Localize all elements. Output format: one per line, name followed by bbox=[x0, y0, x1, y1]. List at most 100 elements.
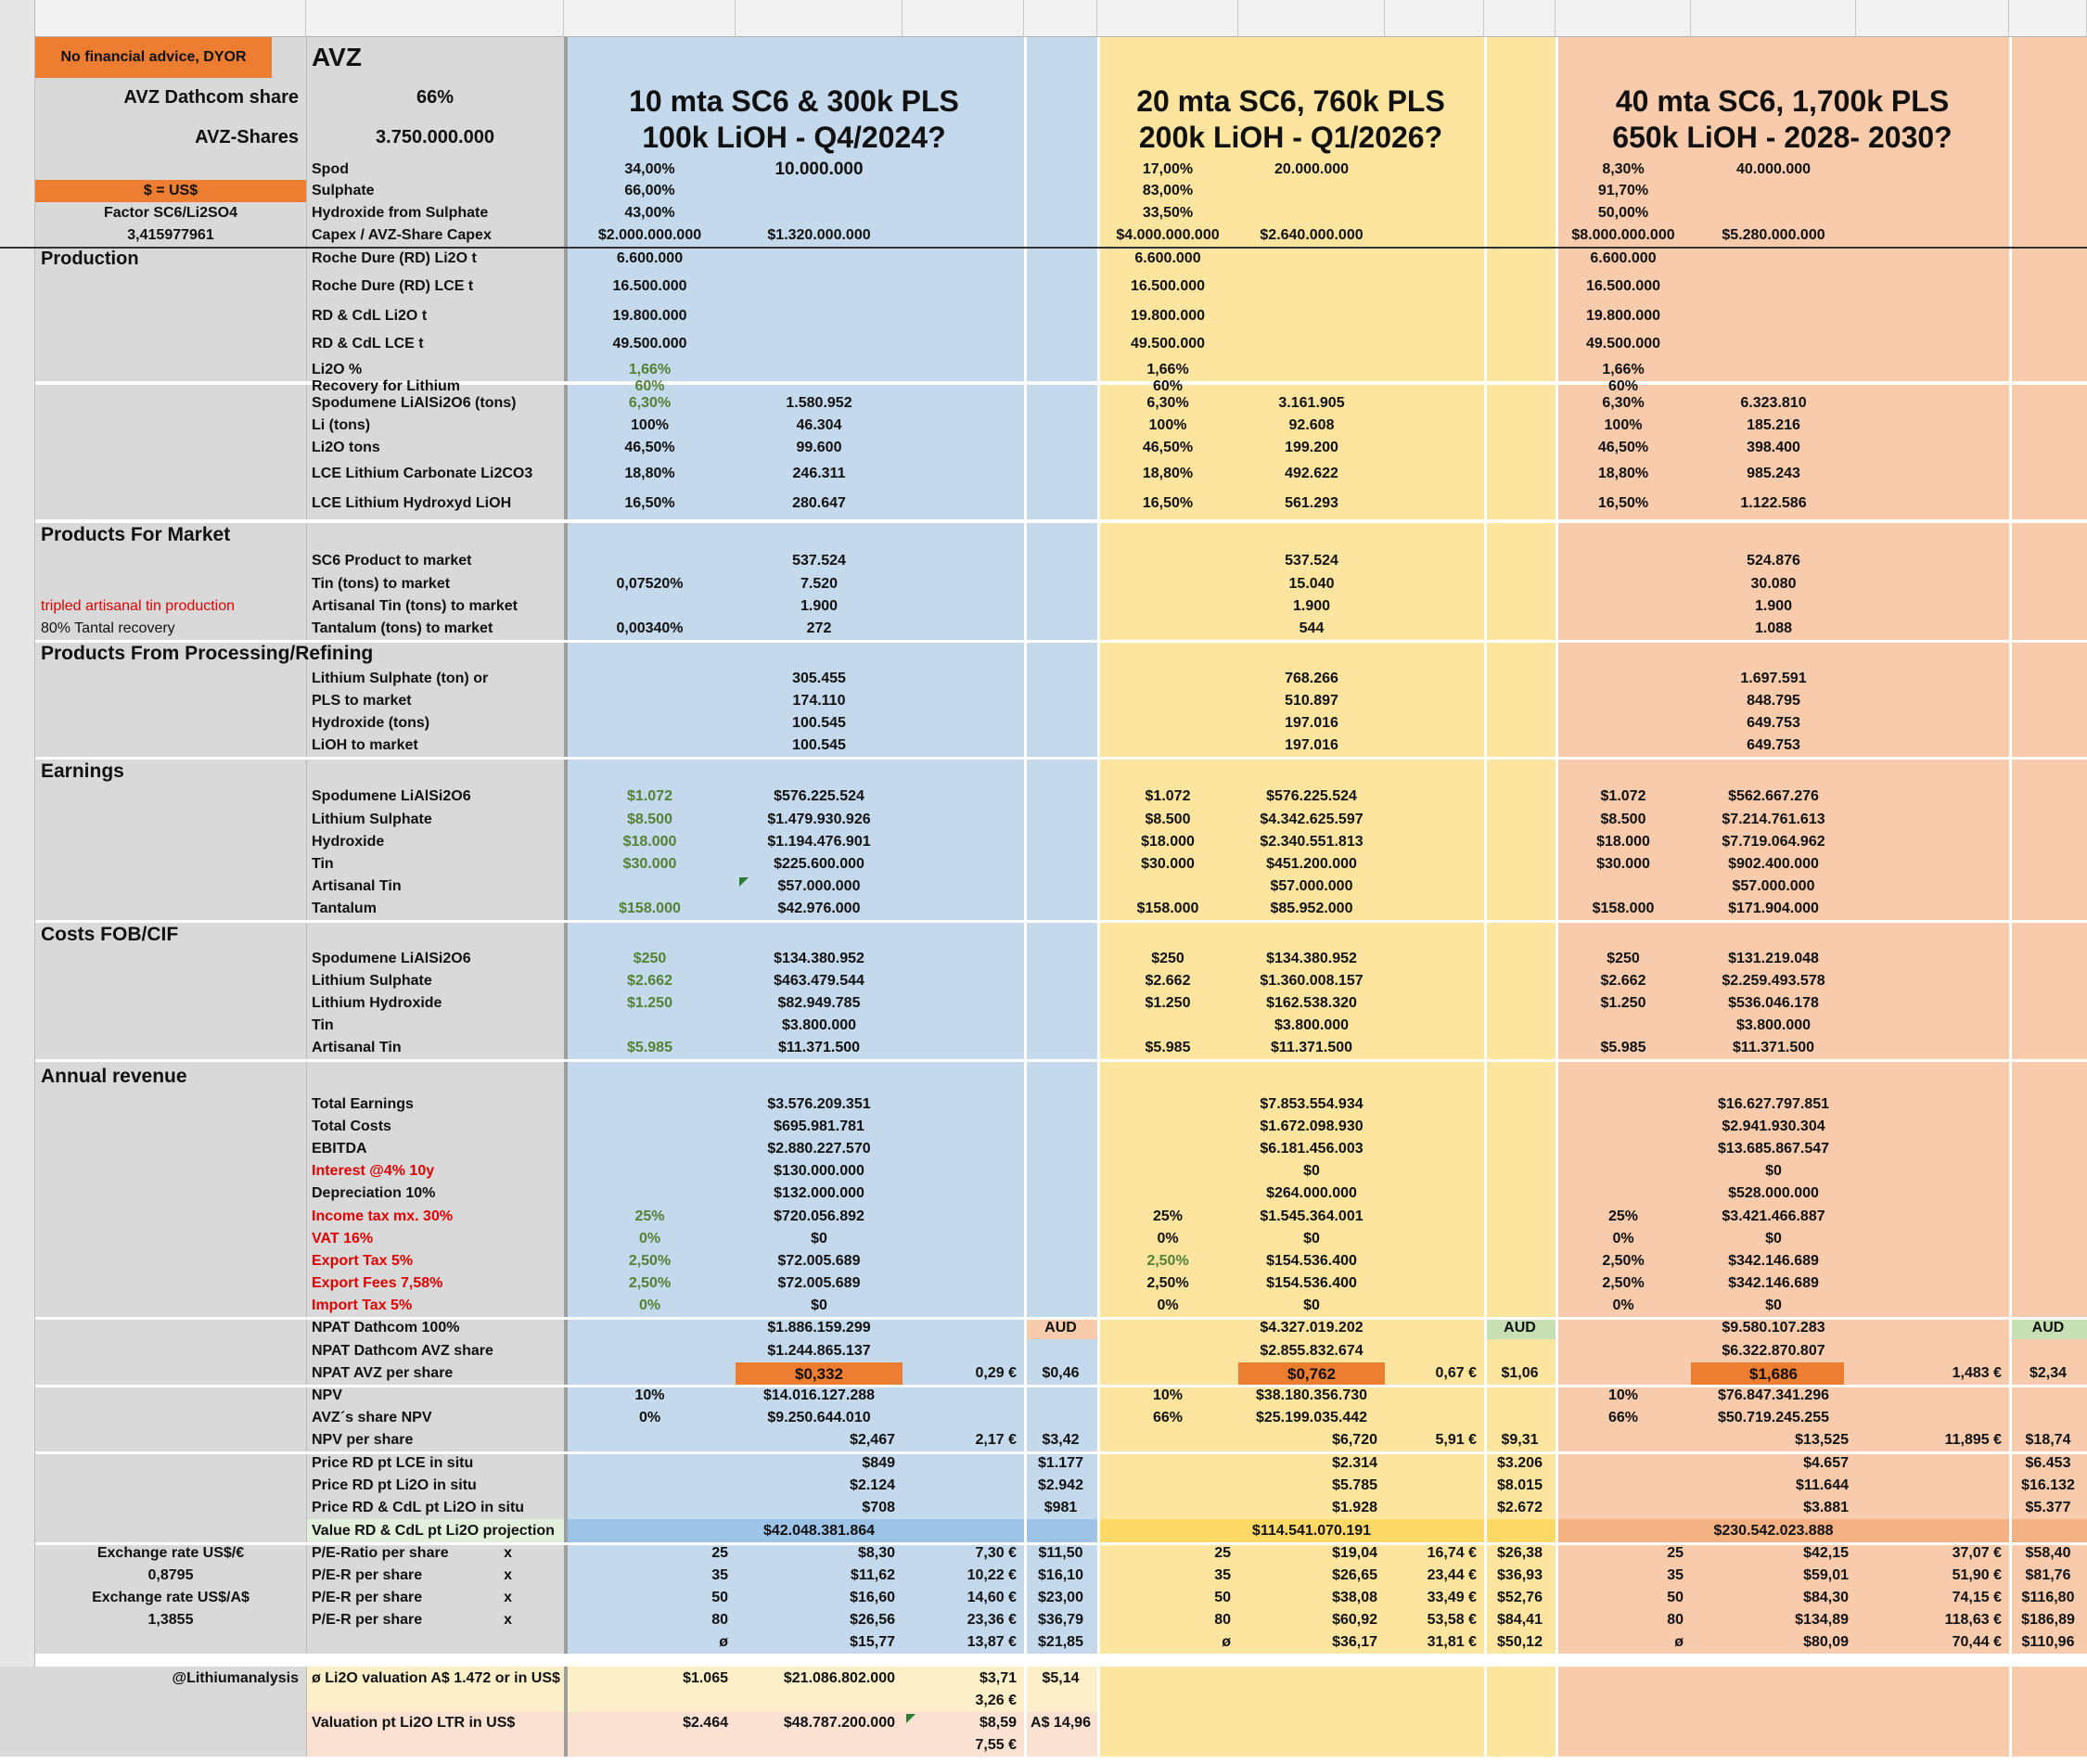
cell-s7[interactable]: $8.000.000.000 bbox=[1571, 227, 1675, 243]
cell-o31[interactable]: $8.500 bbox=[1145, 811, 1191, 827]
cell-r57[interactable]: $1,06 bbox=[1501, 1365, 1539, 1381]
cell-p67[interactable]: $19,04 bbox=[1332, 1545, 1377, 1561]
row-number-59[interactable] bbox=[0, 1407, 35, 1429]
cell-p55[interactable]: $4.327.019.202 bbox=[1260, 1320, 1364, 1336]
cell-p47[interactable]: $6.181.456.003 bbox=[1260, 1141, 1364, 1157]
column-header-l[interactable] bbox=[736, 0, 903, 37]
cell-l32[interactable]: $1.194.476.901 bbox=[767, 834, 871, 850]
cell-o32[interactable]: $18.000 bbox=[1141, 834, 1195, 850]
cell-t4[interactable]: 40.000.000 bbox=[1735, 160, 1812, 177]
cell-s31[interactable]: $8.500 bbox=[1600, 811, 1646, 827]
cell-s37[interactable]: $250 bbox=[1607, 951, 1640, 966]
cell-p20[interactable]: 537.524 bbox=[1285, 553, 1338, 569]
cell-t27[interactable]: 649.753 bbox=[1747, 715, 1800, 731]
cell-l53[interactable]: $72.005.689 bbox=[777, 1275, 861, 1291]
cell-k37[interactable]: $250 bbox=[633, 951, 667, 966]
cell-t49[interactable]: $528.000.000 bbox=[1728, 1185, 1819, 1201]
cell-q57[interactable]: 0,67 € bbox=[1435, 1365, 1477, 1381]
cell-t31[interactable]: $7.214.761.613 bbox=[1722, 811, 1825, 827]
cell-t53[interactable]: $342.146.689 bbox=[1728, 1275, 1819, 1291]
cell-t38[interactable]: $2.259.493.578 bbox=[1722, 973, 1825, 989]
cell-m67[interactable]: 7,30 € bbox=[975, 1545, 1017, 1561]
cell-l25[interactable]: 305.455 bbox=[792, 670, 846, 686]
row-number-70[interactable] bbox=[0, 1609, 35, 1631]
row-number-5[interactable] bbox=[0, 180, 35, 202]
cell-l57[interactable]: $0,332 bbox=[795, 1364, 843, 1383]
cell-l15[interactable]: 46.304 bbox=[796, 416, 842, 433]
cell-b18[interactable]: LCE Lithium Hydroxyd LiOH bbox=[312, 495, 512, 511]
cell-p37[interactable]: $134.380.952 bbox=[1266, 951, 1357, 966]
cell-k7[interactable]: $2.000.000.000 bbox=[597, 227, 702, 243]
row-number-35[interactable] bbox=[0, 898, 35, 920]
cell-n94[interactable]: $5,14 bbox=[1042, 1669, 1080, 1686]
cell-p44[interactable]: $7.853.554.934 bbox=[1260, 1095, 1364, 1112]
cell-m68[interactable]: 10,22 € bbox=[967, 1567, 1017, 1583]
cell-k67[interactable]: 25 bbox=[711, 1545, 728, 1561]
cell-b69[interactable]: P/E-R per share bbox=[312, 1590, 423, 1605]
cell-s4[interactable]: 8,30% bbox=[1602, 160, 1645, 177]
cell-b69-x[interactable]: x bbox=[504, 1590, 512, 1605]
cell-t47[interactable]: $13.685.867.547 bbox=[1717, 1141, 1830, 1157]
cell-n60[interactable]: $3,42 bbox=[1042, 1432, 1080, 1448]
cell-a5[interactable]: $ = US$ bbox=[143, 183, 198, 198]
cell-k38[interactable]: $2.662 bbox=[627, 973, 672, 989]
cell-k21[interactable]: 0,07520% bbox=[616, 575, 684, 592]
cell-q60[interactable]: 5,91 € bbox=[1435, 1432, 1477, 1448]
cell-b45[interactable]: Total Costs bbox=[312, 1118, 391, 1134]
cell-r69[interactable]: $52,76 bbox=[1497, 1590, 1543, 1605]
row-number-44[interactable] bbox=[0, 1093, 35, 1116]
cell-o50[interactable]: 25% bbox=[1152, 1208, 1184, 1224]
cell-p71[interactable]: $36,17 bbox=[1332, 1634, 1377, 1650]
row-number-95[interactable] bbox=[0, 1690, 35, 1712]
cell-n69[interactable]: $23,00 bbox=[1038, 1590, 1083, 1605]
cell-p25[interactable]: 768.266 bbox=[1285, 670, 1338, 686]
row-number-30[interactable] bbox=[0, 786, 35, 808]
cell-v63[interactable]: $5.377 bbox=[2025, 1500, 2071, 1515]
cell-s71[interactable]: ø bbox=[1674, 1634, 1684, 1650]
column-header-k[interactable] bbox=[564, 0, 736, 37]
row-number-22[interactable] bbox=[0, 595, 35, 618]
cell-p62[interactable]: $5.785 bbox=[1332, 1477, 1377, 1493]
cell-o39[interactable]: $1.250 bbox=[1145, 995, 1191, 1011]
cell-b10[interactable]: RD & CdL Li2O t bbox=[312, 308, 428, 324]
cell-k58[interactable]: 10% bbox=[634, 1387, 665, 1403]
cell-p23[interactable]: 544 bbox=[1299, 620, 1325, 636]
cell-t70[interactable]: $134,89 bbox=[1795, 1612, 1849, 1628]
row-number-13[interactable] bbox=[0, 381, 35, 392]
row-number-45[interactable] bbox=[0, 1116, 35, 1138]
column-header-n[interactable] bbox=[1024, 0, 1097, 37]
cell-a3[interactable]: AVZ-Shares bbox=[195, 127, 299, 147]
cell-p38[interactable]: $1.360.008.157 bbox=[1260, 973, 1364, 989]
cell-o10[interactable]: 19.800.000 bbox=[1130, 308, 1206, 324]
cell-l31[interactable]: $1.479.930.926 bbox=[767, 811, 871, 827]
row-number-12[interactable] bbox=[0, 358, 35, 381]
row-number-18[interactable] bbox=[0, 488, 35, 519]
row-number-33[interactable] bbox=[0, 853, 35, 876]
row-number-94[interactable] bbox=[0, 1667, 35, 1690]
cell-s8[interactable]: 6.600.000 bbox=[1590, 250, 1657, 266]
cell-p34[interactable]: $57.000.000 bbox=[1270, 878, 1353, 894]
cell-s41[interactable]: $5.985 bbox=[1600, 1040, 1646, 1055]
cell-k5[interactable]: 66,00% bbox=[624, 183, 675, 198]
cell-l52[interactable]: $72.005.689 bbox=[777, 1252, 861, 1269]
cell-s5[interactable]: 91,70% bbox=[1597, 183, 1649, 198]
cell-t56[interactable]: $6.322.870.807 bbox=[1722, 1342, 1825, 1359]
cell-p59[interactable]: $25.199.035.442 bbox=[1255, 1410, 1368, 1425]
cell-b25[interactable]: Lithium Sulphate (ton) or bbox=[312, 670, 489, 686]
row-number-19[interactable] bbox=[0, 519, 35, 550]
cell-v57[interactable]: $2,34 bbox=[2029, 1365, 2068, 1381]
cell-l14[interactable]: 1.580.952 bbox=[786, 395, 852, 411]
cell-p70[interactable]: $60,92 bbox=[1332, 1612, 1377, 1628]
cell-u70[interactable]: 118,63 € bbox=[1944, 1612, 2002, 1628]
row-number-29[interactable] bbox=[0, 757, 35, 786]
cell-o6[interactable]: 33,50% bbox=[1142, 205, 1194, 221]
row-number-67[interactable] bbox=[0, 1542, 35, 1565]
cell-p4[interactable]: 20.000.000 bbox=[1274, 160, 1350, 177]
cell-o13[interactable]: 60% bbox=[1152, 378, 1184, 394]
cell-b44[interactable]: Total Earnings bbox=[312, 1095, 414, 1112]
row-number-58[interactable] bbox=[0, 1385, 35, 1407]
cell-t45[interactable]: $2.941.930.304 bbox=[1722, 1118, 1825, 1134]
column-header-s[interactable] bbox=[1556, 0, 1691, 37]
cell-l38[interactable]: $463.479.544 bbox=[774, 973, 864, 989]
cell-b38[interactable]: Lithium Sulphate bbox=[312, 973, 432, 989]
